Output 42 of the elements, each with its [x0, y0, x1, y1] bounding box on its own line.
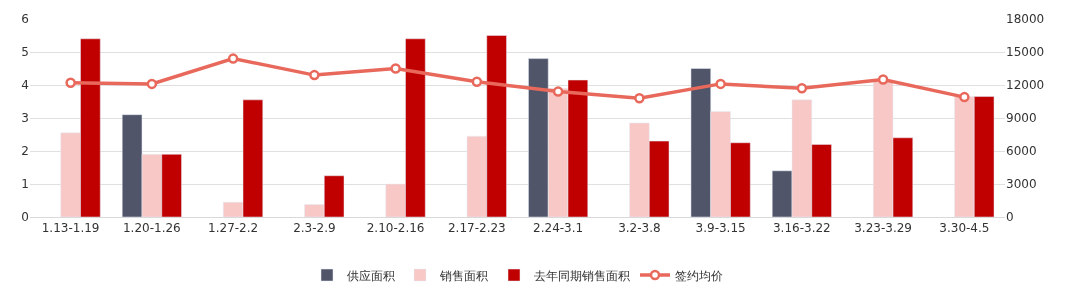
y2-tick-label: 18000 — [1006, 12, 1045, 27]
x-tick-label: 2.10-2.16 — [366, 221, 425, 236]
point — [65, 77, 76, 89]
y2-tick-label: 9000 — [1006, 111, 1037, 126]
legend-label: 供应面积 — [347, 268, 395, 283]
point — [634, 92, 645, 104]
y2-tick-label: 3000 — [1006, 177, 1037, 192]
x-tick-label: 3.23-3.29 — [854, 221, 913, 236]
point — [146, 78, 158, 90]
point — [390, 63, 401, 74]
x-tick-label: 3.16-3.22 — [772, 221, 831, 236]
x-tick-label: 2.24-3.1 — [533, 221, 584, 236]
x-tick-label: 3.9-3.15 — [695, 221, 746, 236]
x-tick-label: 1.20-1.26 — [122, 221, 181, 236]
y-tick-label: 2 — [21, 144, 29, 159]
point — [877, 74, 889, 85]
point — [715, 78, 726, 90]
x-tick-label: 1.27-2.2 — [208, 221, 259, 236]
point — [471, 76, 483, 87]
y-tick-label: 6 — [21, 12, 29, 27]
y2-tick-label: 6000 — [1006, 144, 1037, 159]
y-tick-label: 5 — [21, 45, 29, 60]
x-tick-label: 2.3-2.9 — [293, 221, 336, 236]
x-tick-label: 1.13-1.19 — [41, 221, 100, 236]
y-tick-label: 4 — [21, 78, 29, 93]
y-tick-label: 1 — [21, 177, 29, 192]
x-tick-label: 2.17-2.23 — [447, 221, 506, 236]
legend-label: 销售面积 — [439, 268, 488, 283]
y-tick-label: 3 — [21, 111, 29, 126]
y-tick-label: 0 — [21, 210, 29, 225]
point — [959, 91, 970, 103]
point — [309, 69, 320, 81]
x-tick-label: 3.30-4.5 — [939, 221, 990, 236]
y2-tick-label: 12000 — [1006, 78, 1045, 93]
legend-label: 签约均价 — [675, 268, 723, 283]
point — [227, 53, 239, 64]
y2-tick-label: 15000 — [1006, 45, 1045, 60]
point — [796, 83, 808, 94]
point — [552, 86, 564, 97]
x-tick-label: 3.2-3.8 — [618, 221, 661, 236]
y2-tick-label: 0 — [1006, 210, 1014, 225]
legend-label: 去年同期销售面积 — [534, 268, 630, 283]
